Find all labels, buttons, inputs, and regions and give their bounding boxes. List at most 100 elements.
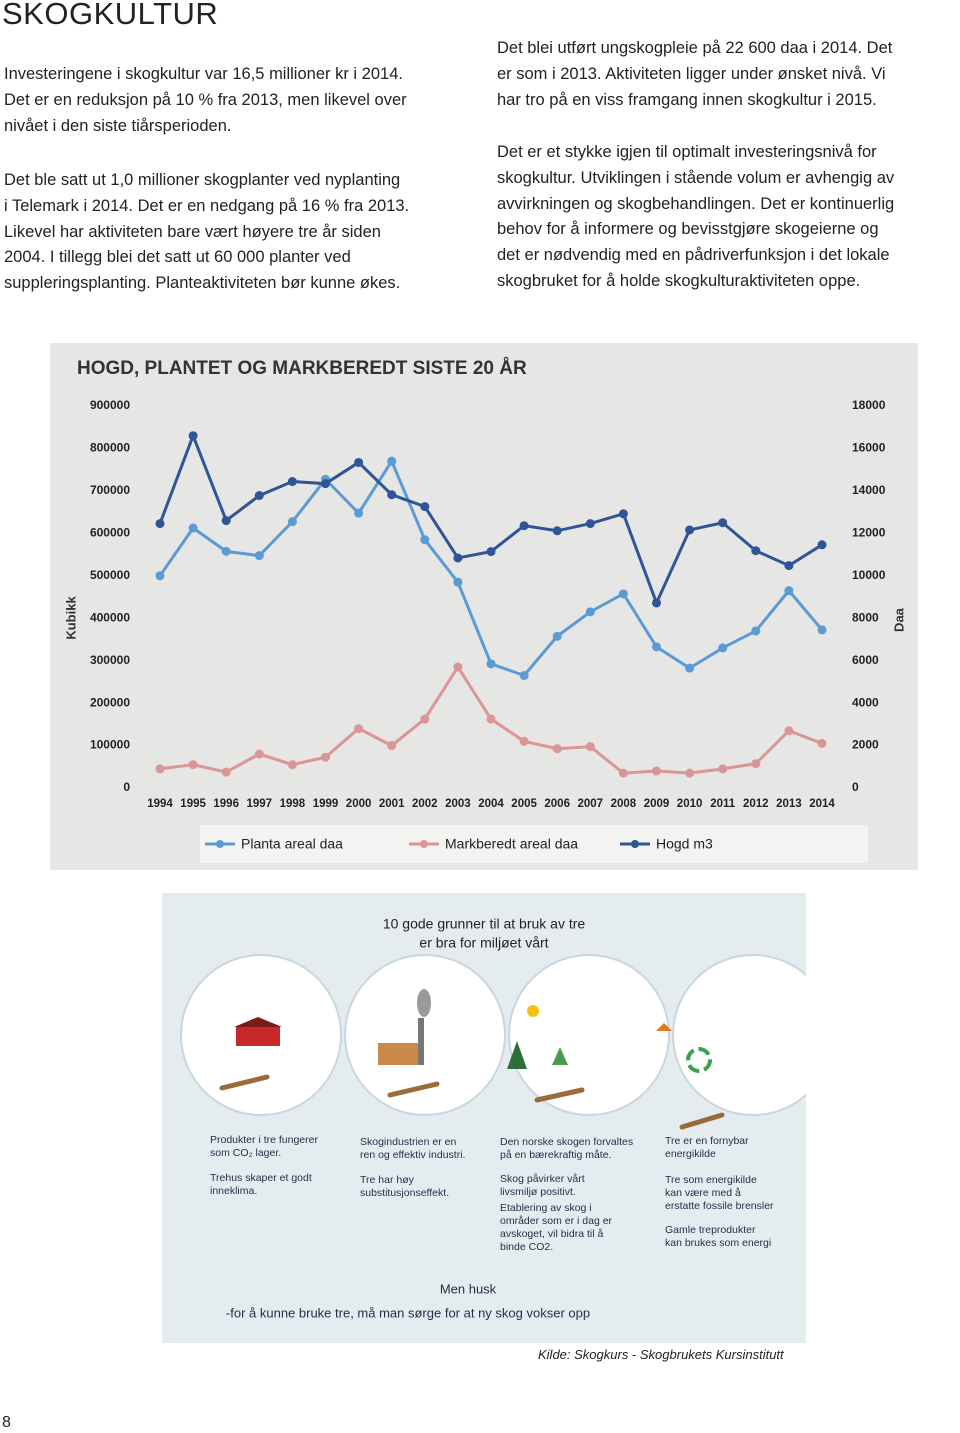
smoke <box>417 989 431 1017</box>
y-tick-label: 0 <box>123 780 130 794</box>
data-point <box>287 477 297 487</box>
infographic-text: Produkter i tre fungerer <box>210 1134 318 1146</box>
text-line: skogkultur. Utviklingen i stående volum … <box>497 168 895 187</box>
y2-tick-label: 12000 <box>852 526 886 540</box>
data-point <box>453 662 463 672</box>
data-point <box>321 752 330 762</box>
data-point <box>188 431 198 441</box>
y2-tick-label: 10000 <box>852 568 886 582</box>
infographic-text: Skog påvirker vårt <box>500 1173 585 1185</box>
data-point <box>221 546 231 556</box>
x-tick-label: 2001 <box>379 798 405 810</box>
y2-tick-label: 8000 <box>852 610 879 624</box>
infographic-title: 10 gode grunner til at bruk av tre <box>383 916 586 932</box>
x-tick-label: 2009 <box>644 798 670 810</box>
text-line: har tro på en viss framgang innen skogku… <box>497 90 877 109</box>
infographic-text: binde CO2. <box>500 1241 553 1253</box>
x-tick-label: 1997 <box>247 798 273 810</box>
y-tick-label: 500000 <box>90 568 130 582</box>
y-tick-label: 600000 <box>90 526 130 540</box>
y-tick-label: 300000 <box>90 653 130 667</box>
data-point <box>188 523 198 533</box>
text-line: nivået i den siste tiårsperioden. <box>4 116 232 135</box>
data-point <box>817 540 827 550</box>
data-point <box>784 586 794 596</box>
infographic-text: Tre har høy <box>360 1174 415 1186</box>
x-tick-label: 2003 <box>445 798 471 810</box>
data-point <box>453 553 463 563</box>
data-point <box>784 561 794 571</box>
circle <box>672 954 806 1116</box>
x-tick-label: 2002 <box>412 798 438 810</box>
data-point <box>618 509 628 519</box>
y2-tick-label: 6000 <box>852 653 879 667</box>
data-point <box>585 742 595 752</box>
data-point <box>486 714 496 724</box>
x-tick-label: 1994 <box>147 798 173 810</box>
data-point <box>685 768 695 778</box>
recycle-icon <box>686 1047 712 1073</box>
data-point <box>751 759 761 769</box>
data-point <box>817 738 827 748</box>
x-tick-label: 2008 <box>611 798 637 810</box>
infographic-text: områder som er i dag er <box>500 1215 613 1227</box>
fire <box>656 1023 672 1031</box>
x-tick-label: 2011 <box>710 798 736 810</box>
data-point <box>354 724 364 734</box>
chart: HOGD, PLANTET OG MARKBEREDT SISTE 20 ÅR … <box>50 343 918 870</box>
data-point <box>155 519 165 529</box>
y-tick-label: 700000 <box>90 483 130 497</box>
infographic: 10 gode grunner til at bruk av tre er bra… <box>162 893 806 1343</box>
infographic-text: Gamle treprodukter <box>665 1224 756 1236</box>
x-tick-label: 2013 <box>776 798 802 810</box>
circle <box>508 954 670 1116</box>
x-tick-label: 1995 <box>180 798 206 810</box>
infographic-text: kan være med å <box>665 1187 741 1199</box>
x-tick-label: 2005 <box>511 798 537 810</box>
y-tick-label: 800000 <box>90 441 130 455</box>
x-tick-label: 2004 <box>478 798 504 810</box>
data-point <box>685 663 695 673</box>
x-tick-label: 2014 <box>809 798 835 810</box>
y2-tick-label: 2000 <box>852 738 879 752</box>
y2-tick-label: 18000 <box>852 398 886 412</box>
infographic-footer: Men husk <box>440 1281 497 1296</box>
y2-tick-label: 4000 <box>852 695 879 709</box>
data-point <box>387 741 397 751</box>
infographic-text: Tre er en fornybar <box>665 1135 749 1147</box>
infographic-text: inneklima. <box>210 1185 257 1197</box>
data-point <box>552 526 562 536</box>
data-point <box>817 625 827 635</box>
infographic-text: erstatte fossile brensler <box>665 1200 774 1212</box>
infographic-text: Etablering av skog i <box>500 1202 592 1214</box>
circle <box>344 954 506 1116</box>
data-point <box>420 502 430 512</box>
text-line: avvirkningen og skogbehandlingen. Det er… <box>497 194 895 213</box>
data-point <box>585 607 595 617</box>
data-point <box>321 479 330 489</box>
infographic-text: Trehus skaper et godt <box>210 1172 312 1184</box>
text-line: er som i 2013. Aktiviteten ligger under … <box>497 64 886 83</box>
data-point <box>519 671 529 681</box>
data-point <box>287 760 297 770</box>
data-point <box>652 642 661 652</box>
infographic-footer: -for å kunne bruke tre, må man sørge for… <box>226 1305 590 1320</box>
infographic-text: avskoget, vil bidra til å <box>500 1228 603 1240</box>
y2-tick-label: 14000 <box>852 483 886 497</box>
infographic-text: substitusjonseffekt. <box>360 1187 449 1199</box>
data-point <box>751 626 761 636</box>
legend-marker <box>216 840 224 848</box>
data-point <box>254 551 264 561</box>
x-tick-label: 1996 <box>213 798 239 810</box>
data-point <box>618 589 628 599</box>
log <box>534 1087 585 1103</box>
log <box>387 1081 440 1098</box>
data-point <box>718 643 728 653</box>
data-point <box>155 571 165 581</box>
data-point <box>519 736 529 746</box>
data-point <box>387 490 397 500</box>
y-tick-label: 200000 <box>90 695 130 709</box>
data-point <box>453 577 463 587</box>
infographic-text: ren og effektiv industri. <box>360 1149 465 1161</box>
y2-axis-label: Daa <box>891 607 906 632</box>
